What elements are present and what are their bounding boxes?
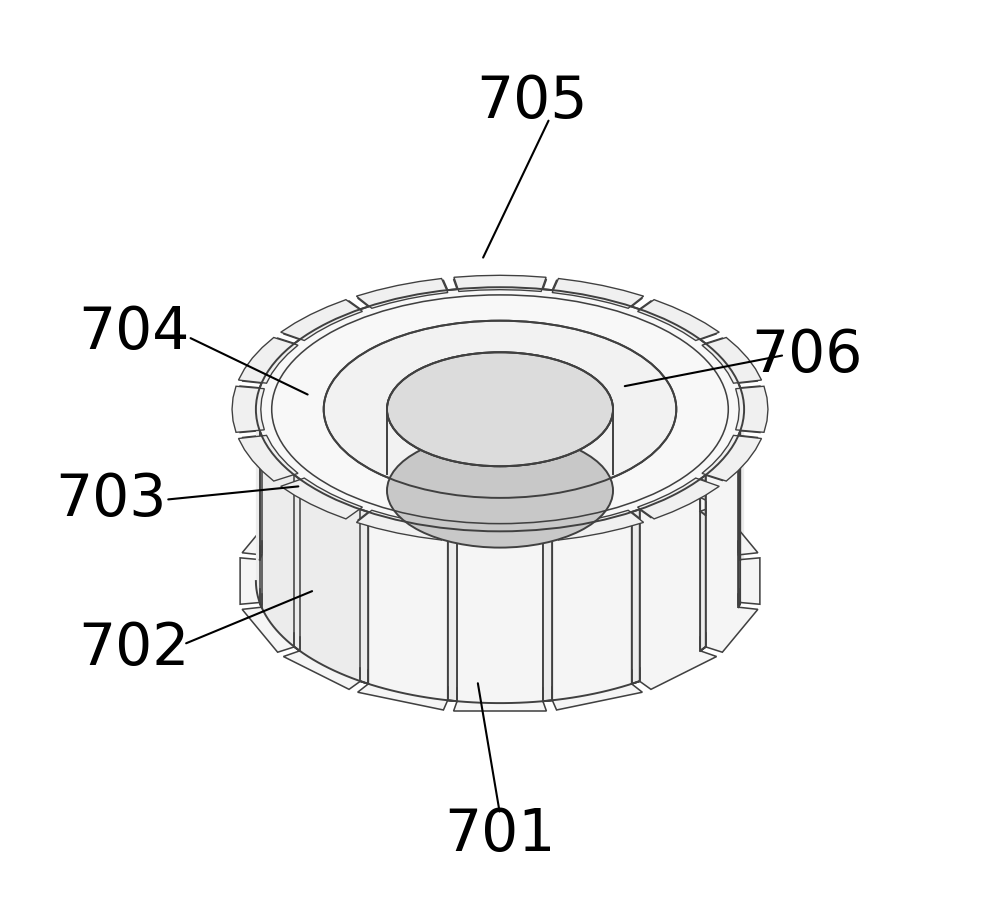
Polygon shape — [240, 386, 260, 604]
Ellipse shape — [387, 433, 613, 548]
Polygon shape — [356, 510, 448, 540]
Text: 703: 703 — [56, 471, 167, 528]
Polygon shape — [702, 435, 762, 481]
Polygon shape — [702, 338, 762, 383]
Polygon shape — [238, 435, 298, 481]
Polygon shape — [454, 275, 546, 291]
Polygon shape — [283, 479, 360, 689]
Text: 702: 702 — [78, 621, 190, 677]
Polygon shape — [281, 299, 362, 341]
Polygon shape — [454, 530, 546, 711]
Polygon shape — [706, 435, 758, 652]
Polygon shape — [736, 386, 768, 432]
Polygon shape — [232, 386, 264, 432]
Polygon shape — [454, 527, 546, 543]
Ellipse shape — [324, 320, 676, 498]
Polygon shape — [638, 478, 719, 519]
Polygon shape — [552, 278, 644, 308]
Polygon shape — [283, 301, 360, 511]
Ellipse shape — [256, 287, 744, 532]
Polygon shape — [256, 409, 744, 703]
Ellipse shape — [256, 459, 744, 703]
Polygon shape — [552, 512, 642, 710]
Ellipse shape — [387, 353, 613, 466]
Polygon shape — [706, 338, 758, 554]
Polygon shape — [552, 280, 642, 478]
Polygon shape — [356, 278, 448, 308]
Text: 704: 704 — [78, 304, 190, 361]
Ellipse shape — [387, 353, 613, 466]
Polygon shape — [281, 478, 362, 519]
Polygon shape — [238, 338, 298, 383]
Polygon shape — [358, 512, 448, 710]
Polygon shape — [242, 338, 294, 554]
Polygon shape — [552, 510, 644, 540]
Polygon shape — [740, 386, 760, 604]
Text: 705: 705 — [476, 73, 587, 130]
Polygon shape — [638, 299, 719, 341]
Polygon shape — [640, 301, 717, 511]
Polygon shape — [242, 435, 294, 652]
Polygon shape — [640, 479, 717, 689]
Text: 701: 701 — [444, 806, 556, 863]
Text: 706: 706 — [752, 327, 863, 384]
Polygon shape — [454, 279, 546, 461]
Polygon shape — [358, 280, 448, 478]
